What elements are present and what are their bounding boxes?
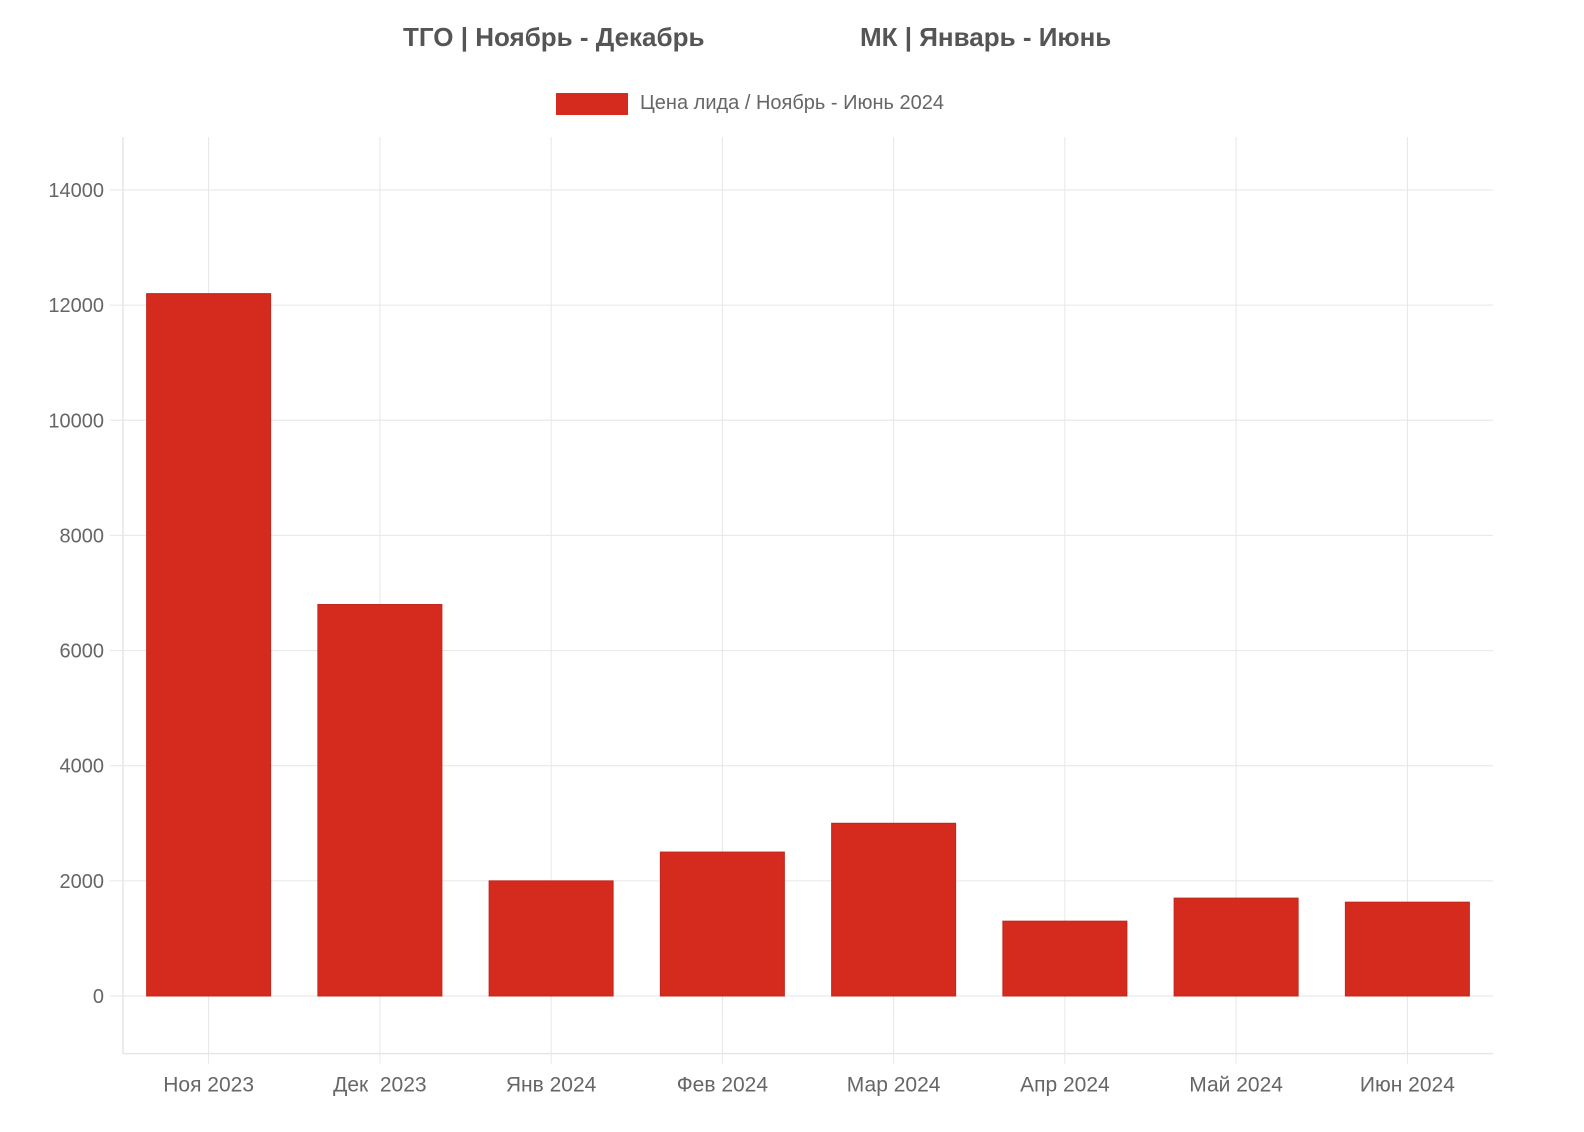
x-tick-label: Мар 2024 <box>847 1074 941 1097</box>
x-tick-label: Май 2024 <box>1189 1074 1283 1097</box>
bar[interactable] <box>831 822 957 997</box>
bar[interactable] <box>488 880 614 997</box>
x-tick-label: Янв 2024 <box>506 1074 597 1097</box>
y-tick-label: 6000 <box>60 641 105 663</box>
x-tick-label: Апр 2024 <box>1020 1074 1110 1097</box>
bar[interactable] <box>317 604 443 997</box>
chart-legend[interactable]: Цена лида / Ноябрь - Июнь 2024 <box>556 92 944 115</box>
bar[interactable] <box>1344 901 1470 997</box>
y-tick-label: 10000 <box>48 410 104 432</box>
y-tick-label: 8000 <box>60 525 105 547</box>
bar[interactable] <box>659 851 785 997</box>
bar[interactable] <box>146 293 272 997</box>
x-tick-label: Июн 2024 <box>1360 1074 1455 1097</box>
y-tick-label: 2000 <box>60 871 105 893</box>
bar[interactable] <box>1002 920 1128 997</box>
y-tick-label: 12000 <box>48 295 104 317</box>
chart-headline-right: МК | Январь - Июнь <box>860 22 1112 52</box>
y-tick-label: 0 <box>93 986 104 1008</box>
legend-swatch <box>556 92 628 115</box>
x-tick-label: Дек 2023 <box>333 1074 426 1097</box>
bar[interactable] <box>1173 897 1299 997</box>
y-tick-label: 14000 <box>48 180 104 202</box>
x-tick-label: Ноя 2023 <box>163 1074 254 1097</box>
y-tick-label: 4000 <box>60 756 105 778</box>
x-tick-label: Фев 2024 <box>677 1074 769 1097</box>
legend-label: Цена лида / Ноябрь - Июнь 2024 <box>640 92 945 114</box>
chart-headline-left: ТГО | Ноябрь - Декабрь <box>403 22 705 52</box>
